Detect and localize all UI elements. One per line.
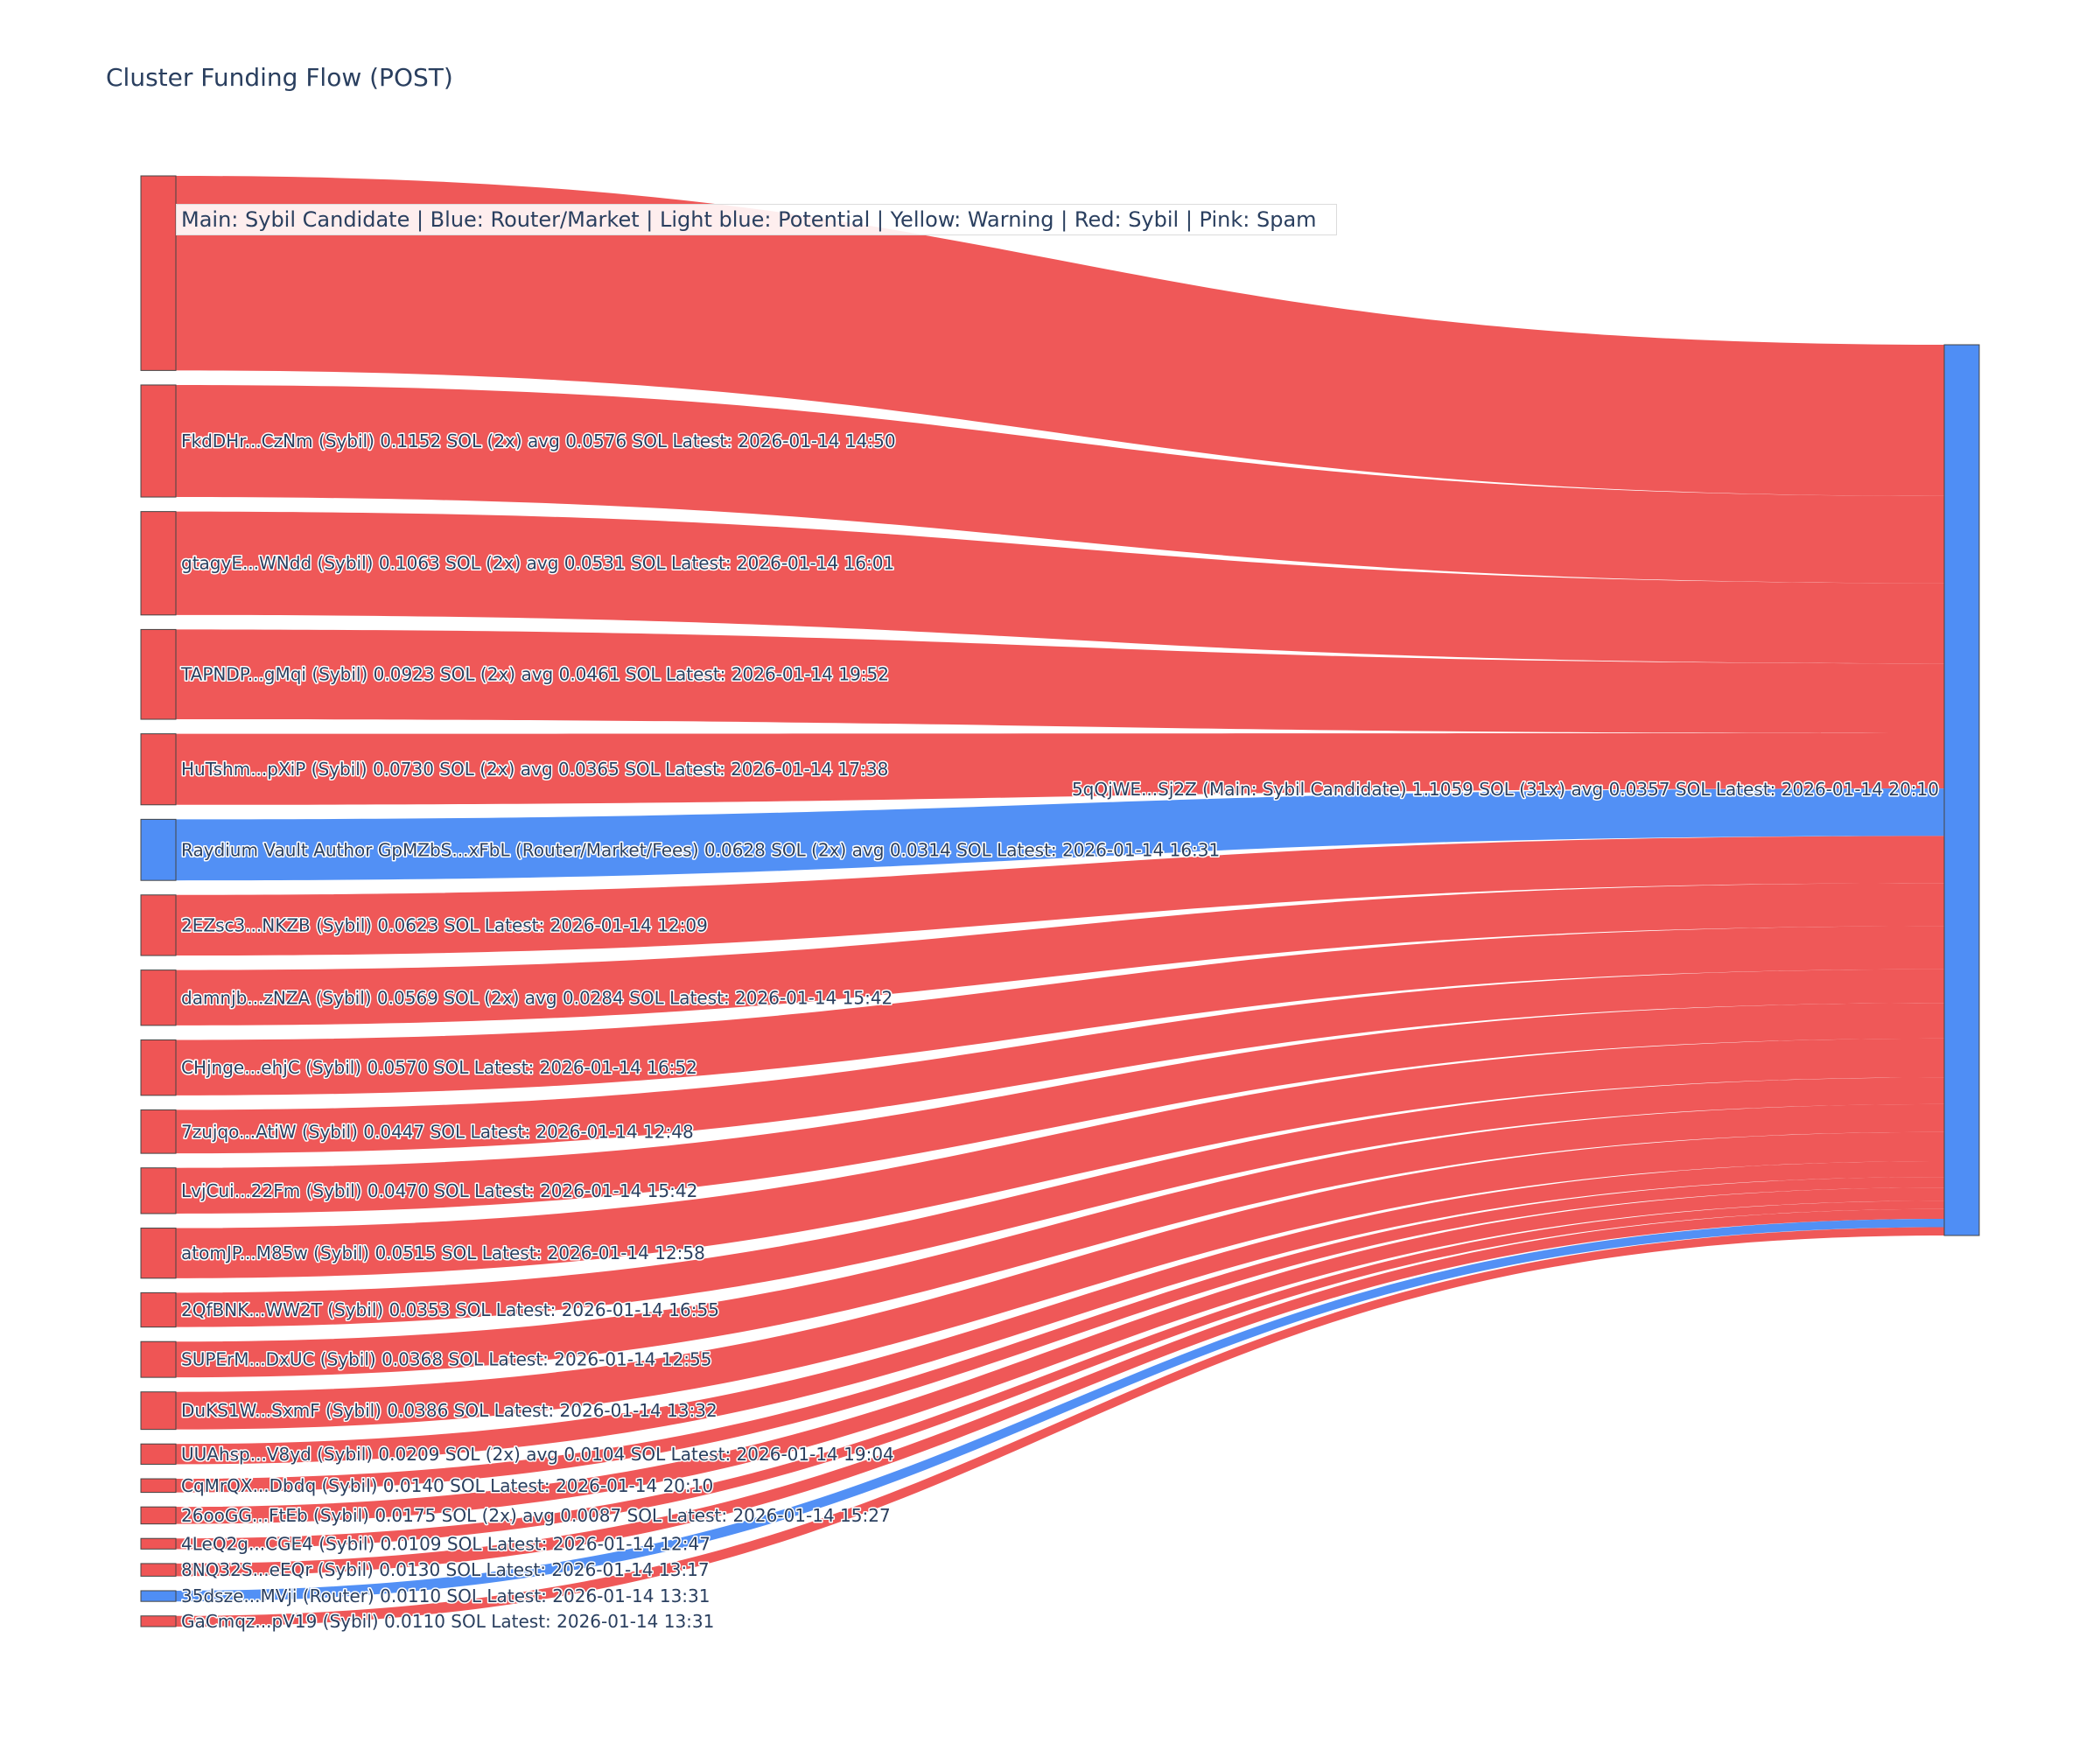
source-node-CqMrQX...Dbdq: [140, 1478, 177, 1494]
source-node-DuKS1W...SxmF: [140, 1391, 177, 1431]
flow-link-FkdDHr...CzNm: [176, 384, 1944, 584]
source-label: 2EZsc3...NKZB (Sybil) 0.0623 SOL Latest:…: [181, 914, 708, 935]
flow-link-2QfBNK...WW2T: [176, 1077, 1944, 1327]
source-label: 26ooGG...FtEb (Sybil) 0.0175 SOL (2x) av…: [181, 1505, 891, 1526]
target-node: [1943, 344, 1980, 1236]
source-label: 7zujqo...AtiW (Sybil) 0.0447 SOL Latest:…: [181, 1121, 694, 1142]
source-node-2QfBNK...WW2T: [140, 1292, 177, 1328]
source-node-top-source: [140, 175, 177, 371]
source-label: CqMrQX...Dbdq (Sybil) 0.0140 SOL Latest:…: [181, 1475, 713, 1496]
source-node-UUAhsp...V8yd: [140, 1443, 177, 1465]
chart-title: Cluster Funding Flow (POST): [106, 63, 453, 92]
flow-link-gtagyE...WNdd: [176, 511, 1944, 664]
source-node-26ooGG...FtEb: [140, 1506, 177, 1525]
flow-link-2EZsc3...NKZB: [176, 836, 1944, 956]
source-label: Raydium Vault Author GpMZbS...xFbL (Rout…: [181, 839, 1220, 860]
nodes-layer: [140, 175, 1980, 1628]
source-node-2EZsc3...NKZB: [140, 894, 177, 956]
source-label: damnjb...zNZA (Sybil) 0.0569 SOL (2x) av…: [181, 987, 892, 1008]
source-label: DuKS1W...SxmF (Sybil) 0.0386 SOL Latest:…: [181, 1400, 718, 1421]
flow-link-LvjCui...22Fm: [176, 1003, 1944, 1214]
source-label: LvjCui...22Fm (Sybil) 0.0470 SOL Latest:…: [181, 1180, 697, 1201]
source-node-GaCmqz...pV19: [140, 1615, 177, 1628]
flow-link-4LeQ2g...CGE4: [176, 1200, 1944, 1550]
flow-link-GpMZbS...xFbL: [176, 788, 1944, 881]
source-label: 2QfBNK...WW2T (Sybil) 0.0353 SOL Latest:…: [181, 1299, 719, 1320]
source-node-atomJP...M85w: [140, 1228, 177, 1279]
flow-link-26ooGG...FtEb: [176, 1187, 1944, 1524]
flow-link-damnjb...zNZA: [176, 883, 1944, 1026]
flow-link-CqMrQX...Dbdq: [176, 1177, 1944, 1493]
source-node-TAPNDP...gMqi: [140, 628, 177, 720]
flow-link-HuTshm...pXiP: [176, 733, 1944, 805]
source-node-HuTshm...pXiP: [140, 733, 177, 806]
flow-link-SUPErM...DxUC: [176, 1103, 1944, 1378]
flow-link-TAPNDP...gMqi: [176, 629, 1944, 734]
source-node-CHjnge...ehjC: [140, 1039, 177, 1096]
flow-link-DuKS1W...SxmF: [176, 1131, 1944, 1430]
flow-link-top-source: [176, 176, 1944, 496]
source-label: 4LeQ2g...CGE4 (Sybil) 0.0109 SOL Latest:…: [181, 1533, 710, 1554]
source-label: UUAhsp...V8yd (Sybil) 0.0209 SOL (2x) av…: [181, 1444, 894, 1465]
flow-link-atomJP...M85w: [176, 1038, 1944, 1278]
source-node-4LeQ2g...CGE4: [140, 1537, 177, 1550]
source-label: FkdDHr...CzNm (Sybil) 0.1152 SOL (2x) av…: [181, 430, 896, 452]
source-node-damnjb...zNZA: [140, 970, 177, 1026]
source-label: CHjnge...ehjC (Sybil) 0.0570 SOL Latest:…: [181, 1057, 697, 1078]
flow-link-7zujqo...AtiW: [176, 969, 1944, 1154]
source-label: gtagyE...WNdd (Sybil) 0.1063 SOL (2x) av…: [181, 553, 894, 574]
source-node-LvjCui...22Fm: [140, 1167, 177, 1214]
flow-link-CHjnge...ehjC: [176, 926, 1944, 1096]
flow-link-8NQ32S...eEQr: [176, 1208, 1944, 1577]
links-layer: [176, 176, 1944, 1627]
source-node-7zujqo...AtiW: [140, 1109, 177, 1154]
source-node-FkdDHr...CzNm: [140, 384, 177, 498]
labels-layer: FkdDHr...CzNm (Sybil) 0.1152 SOL (2x) av…: [179, 430, 1941, 1634]
source-node-SUPErM...DxUC: [140, 1340, 177, 1378]
flow-link-35dsze...MVji: [176, 1218, 1944, 1602]
source-node-gtagyE...WNdd: [140, 511, 177, 616]
legend-annotation: Main: Sybil Candidate | Blue: Router/Mar…: [176, 204, 1337, 235]
source-node-8NQ32S...eEQr: [140, 1563, 177, 1577]
source-label: TAPNDP...gMqi (Sybil) 0.0923 SOL (2x) av…: [180, 664, 889, 685]
flow-link-GaCmqz...pV19: [176, 1227, 1944, 1627]
source-label: GaCmqz...pV19 (Sybil) 0.0110 SOL Latest:…: [181, 1611, 714, 1632]
source-label: HuTshm...pXiP (Sybil) 0.0730 SOL (2x) av…: [181, 759, 888, 780]
source-label: 35dsze...MVji (Router) 0.0110 SOL Latest…: [181, 1586, 710, 1606]
source-label: 8NQ32S...eEQr (Sybil) 0.0130 SOL Latest:…: [181, 1559, 710, 1580]
source-label: SUPErM...DxUC (Sybil) 0.0368 SOL Latest:…: [181, 1349, 711, 1370]
target-label: 5qQjWE...Sj2Z (Main: Sybil Candidate) 1.…: [1072, 779, 1939, 800]
source-node-35dsze...MVji: [140, 1590, 177, 1602]
source-label: atomJP...M85w (Sybil) 0.0515 SOL Latest:…: [181, 1242, 705, 1264]
flow-link-UUAhsp...V8yd: [176, 1161, 1944, 1465]
source-node-GpMZbS...xFbL: [140, 818, 177, 881]
